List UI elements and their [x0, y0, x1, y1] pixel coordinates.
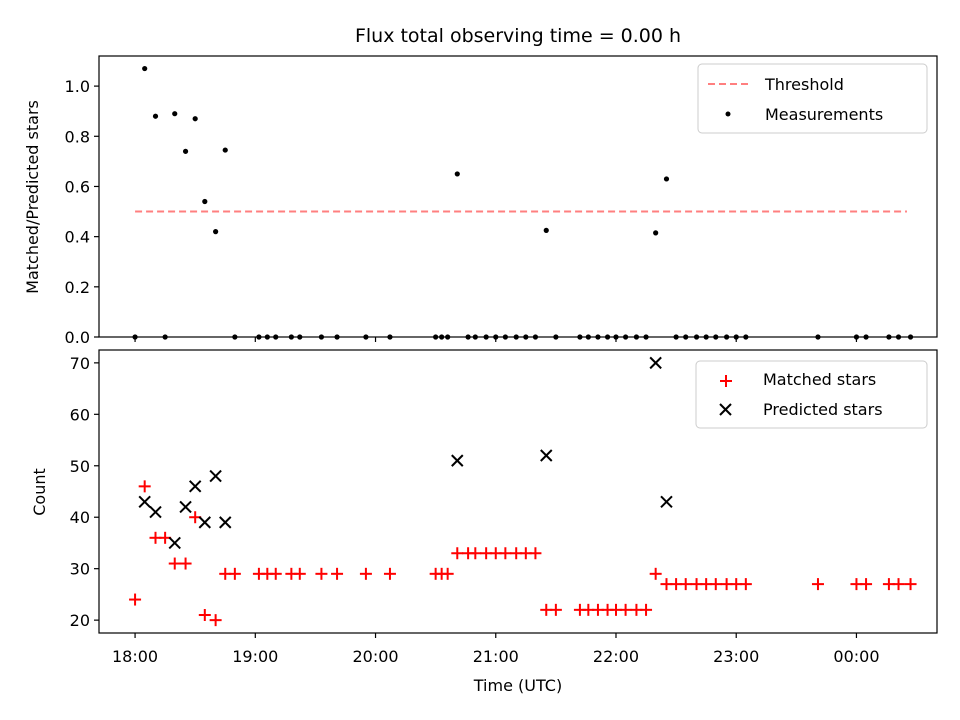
legend-measurements-swatch [725, 111, 731, 117]
predicted-star-marker [149, 505, 162, 519]
matched-star-marker [529, 547, 542, 560]
matched-star-marker [811, 578, 824, 591]
predicted-star-marker [649, 356, 662, 370]
matched-star-marker [499, 547, 512, 560]
bottom-x-tick-label: 22:00 [593, 647, 639, 666]
matched-star-marker [649, 567, 662, 580]
matched-star-marker [179, 557, 192, 570]
top-y-ticks: 0.0 0.2 0.4 0.6 0.8 1.0 [65, 77, 99, 347]
matched-star-marker [451, 547, 464, 560]
count-panel: 20 30 40 50 60 70 18:00 19:00 20:00 21:00 22:00 23… [30, 349, 938, 695]
x-axis-label: Time (UTC) [473, 676, 562, 695]
predicted-star-marker [138, 495, 151, 508]
legend-measurements-label: Measurements [765, 105, 883, 124]
bottom-y-tick-label: 70 [70, 354, 90, 373]
bottom-legend-box [695, 360, 928, 429]
measurement-point [543, 227, 549, 233]
top-plot-frame [98, 55, 938, 338]
measurement-point [653, 230, 659, 236]
measurement-point [152, 113, 159, 119]
matched-star-marker [860, 578, 873, 591]
predicted-star-marker [219, 516, 232, 529]
legend-matched-label: Matched stars [763, 370, 876, 389]
legend-threshold-label: Threshold [764, 75, 844, 94]
bottom-x-tick-label: 23:00 [713, 647, 759, 666]
top-legend-box [697, 63, 928, 134]
bottom-x-tick-label: 20:00 [352, 647, 398, 666]
bottom-x-tick-label: 18:00 [112, 647, 158, 666]
top-y-tick-label: 0.2 [65, 278, 90, 297]
top-y-tick-label: 0.6 [65, 177, 90, 196]
legend-matched-swatch [720, 375, 732, 387]
top-legend: Threshold Measurements [697, 63, 928, 134]
bottom-y-tick-label: 50 [70, 457, 90, 476]
matched-star-marker [331, 567, 344, 580]
predicted-star-marker [188, 480, 202, 493]
matched-star-marker [168, 557, 181, 570]
bottom-y-tick-label: 40 [70, 508, 90, 527]
bottom-plot-frame [98, 349, 938, 634]
matched-star-marker [640, 603, 653, 616]
top-y-tick-label: 0.8 [65, 127, 90, 146]
bottom-legend: Matched stars Predicted stars [695, 360, 928, 429]
matched-star-marker [315, 567, 328, 580]
bottom-x-tick-label: 21:00 [473, 647, 519, 666]
matched-star-marker [709, 578, 722, 591]
matched-star-marker [138, 480, 151, 493]
measurement-point [222, 147, 228, 153]
measurement-point [213, 229, 219, 235]
predicted-star-points [138, 356, 673, 550]
legend-predicted-label: Predicted stars [763, 400, 883, 419]
matched-star-marker [198, 608, 211, 621]
bottom-y-axis-label: Count [30, 468, 49, 516]
predicted-star-marker [660, 495, 673, 508]
measurement-point [192, 116, 198, 122]
measurement-point [182, 148, 189, 154]
legend-predicted-swatch [719, 403, 732, 416]
chart-title: Flux total observing time = 0.00 h [355, 25, 681, 47]
bottom-x-ticks: 18:00 19:00 20:00 21:00 22:00 23:00 00:00 [112, 633, 880, 666]
measurement-point [663, 176, 670, 182]
measurement-point [202, 198, 208, 205]
matched-star-marker [269, 567, 282, 580]
predicted-star-marker [198, 516, 212, 529]
bottom-y-ticks: 20 30 40 50 60 70 [70, 354, 99, 630]
measurement-point [172, 111, 178, 117]
bottom-y-tick-label: 30 [70, 560, 90, 579]
matched-star-marker [739, 578, 752, 591]
matched-star-marker [679, 578, 692, 591]
matched-star-marker [359, 567, 372, 580]
ratio-panel: 0.0 0.2 0.4 0.6 0.8 1.0 Matched/Predicted sta… [23, 55, 938, 347]
top-y-tick-label: 0.0 [65, 328, 90, 347]
matched-star-marker [383, 567, 396, 580]
matched-star-marker [619, 603, 632, 616]
predicted-star-marker [451, 454, 464, 467]
matched-star-marker [469, 547, 482, 560]
predicted-star-marker [179, 500, 192, 514]
matched-star-marker [549, 603, 562, 616]
matched-star-marker [129, 593, 142, 606]
predicted-star-marker [168, 536, 181, 550]
matched-star-points [129, 480, 917, 627]
matched-star-marker [228, 567, 241, 580]
predicted-star-marker [540, 449, 553, 462]
predicted-star-marker [209, 469, 222, 483]
matched-star-marker [441, 567, 454, 580]
matched-star-marker [293, 567, 306, 580]
bottom-y-tick-label: 20 [70, 611, 90, 630]
matched-star-marker [892, 578, 905, 591]
bottom-y-tick-label: 60 [70, 405, 90, 424]
bottom-x-tick-label: 00:00 [833, 647, 879, 666]
top-y-axis-label: Matched/Predicted stars [23, 100, 42, 294]
top-x-ticks [134, 337, 858, 342]
top-y-tick-label: 1.0 [65, 77, 90, 96]
bottom-x-tick-label: 19:00 [232, 647, 278, 666]
top-y-tick-label: 0.4 [65, 228, 90, 247]
matched-star-marker [904, 578, 917, 591]
measurement-point [454, 171, 460, 177]
measurement-point [142, 65, 148, 72]
matched-star-marker [209, 614, 222, 627]
